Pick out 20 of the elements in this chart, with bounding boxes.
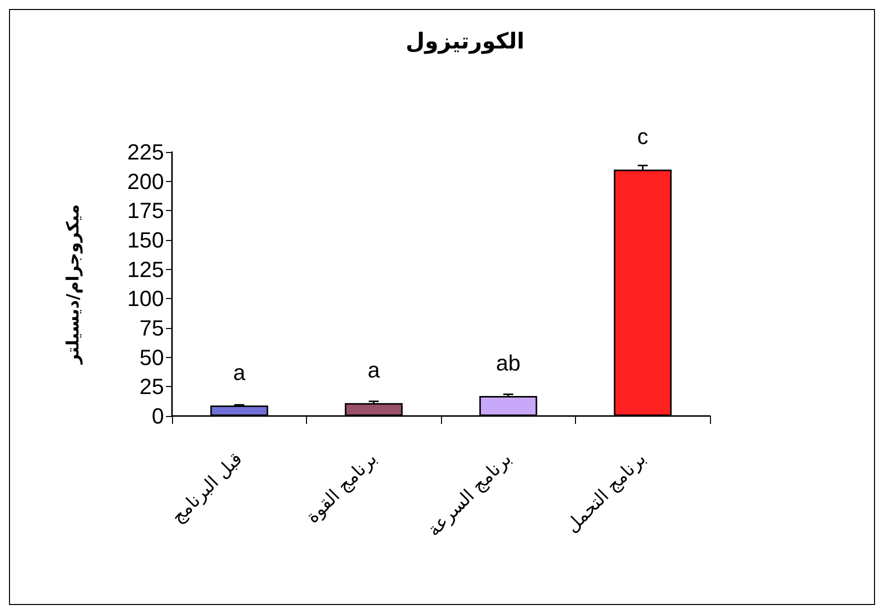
y-tick-label: 200 bbox=[127, 168, 164, 194]
x-tick-label: برنامج القوة bbox=[302, 448, 382, 528]
chart-title: الكورتيزول bbox=[406, 30, 524, 54]
y-axis-title: ميكروجرام/ديسيلتر bbox=[64, 204, 84, 365]
annotation: a bbox=[233, 360, 246, 385]
y-tick-label: 125 bbox=[127, 256, 164, 282]
x-tick-label: برنامج السرعة bbox=[424, 448, 516, 541]
y-tick-label: 0 bbox=[152, 404, 164, 428]
y-tick-label: 225 bbox=[127, 140, 164, 164]
x-tick-label: برنامج التحمل bbox=[562, 448, 650, 537]
annotation: ab bbox=[496, 350, 520, 376]
y-tick-label: 150 bbox=[127, 228, 164, 252]
annotation: a bbox=[368, 358, 381, 383]
y-tick-label: 75 bbox=[140, 316, 164, 340]
y-tick-label: 100 bbox=[127, 286, 164, 312]
x-tick-label: قبل البرنامج bbox=[168, 448, 247, 528]
y-tick-label: 175 bbox=[127, 198, 164, 224]
annotation: c bbox=[637, 124, 648, 150]
y-tick-label: 50 bbox=[140, 344, 164, 370]
y-tick-label: 25 bbox=[140, 374, 164, 400]
